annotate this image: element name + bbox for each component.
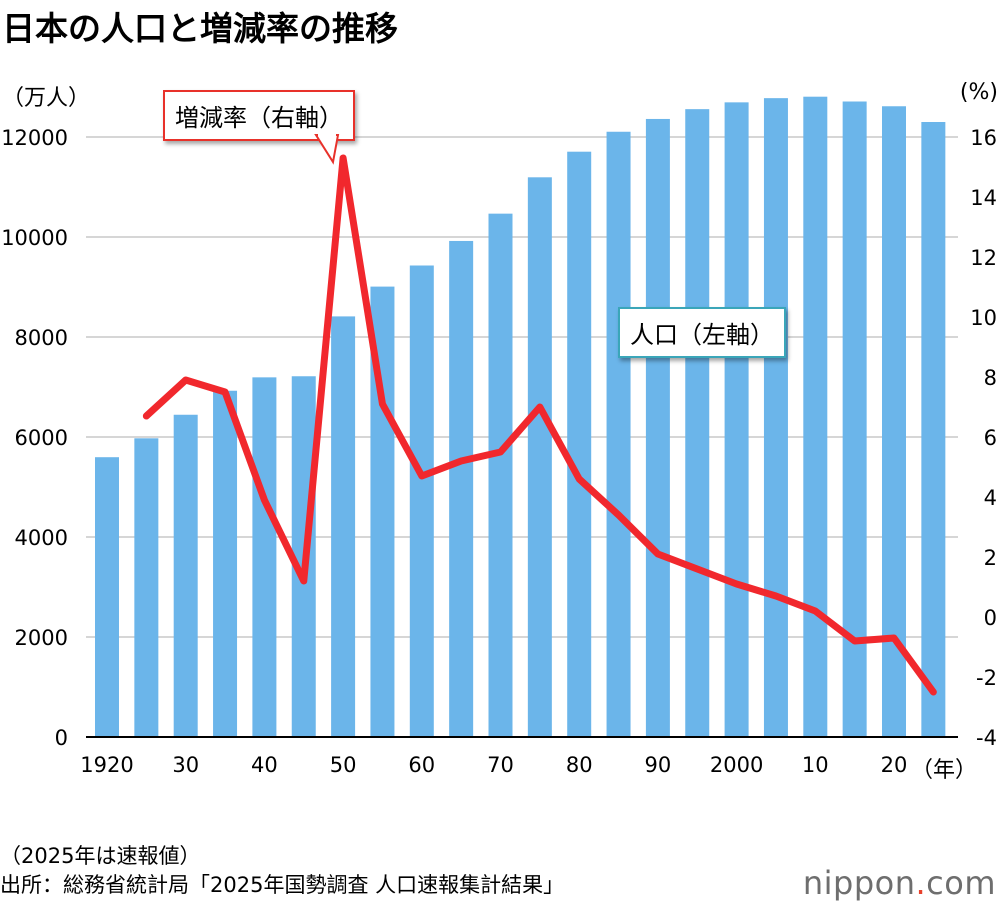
right-tick-label: 2 bbox=[984, 546, 997, 570]
x-tick-label: 40 bbox=[251, 753, 278, 777]
right-tick-label: -4 bbox=[976, 726, 997, 750]
chart-title: 日本の人口と増減率の推移 bbox=[2, 9, 398, 48]
x-tick-label: 30 bbox=[172, 753, 199, 777]
population-bar bbox=[449, 240, 474, 737]
x-tick-label: 20 bbox=[881, 753, 908, 777]
x-tick-label: 80 bbox=[566, 753, 593, 777]
population-bar bbox=[134, 438, 159, 737]
x-tick-label: 10 bbox=[802, 753, 829, 777]
population-callout: 人口（左軸） bbox=[618, 307, 786, 358]
x-tick-label: 60 bbox=[408, 753, 435, 777]
right-tick-label: 14 bbox=[970, 186, 997, 210]
x-tick-label: 2000 bbox=[710, 753, 763, 777]
population-bar bbox=[803, 96, 828, 737]
right-tick-label: 16 bbox=[970, 126, 997, 150]
right-tick-label: 0 bbox=[984, 606, 997, 630]
population-bar bbox=[331, 316, 356, 737]
population-bar bbox=[567, 151, 592, 737]
population-bar bbox=[213, 390, 238, 737]
right-tick-label: 4 bbox=[984, 486, 997, 510]
x-tick-label: 70 bbox=[487, 753, 514, 777]
left-tick-label: 6000 bbox=[15, 426, 68, 450]
population-bar bbox=[763, 98, 788, 737]
population-bar bbox=[606, 131, 631, 737]
population-bars bbox=[95, 96, 946, 738]
left-tick-label: 2000 bbox=[15, 626, 68, 650]
left-axis-unit: （万人） bbox=[2, 86, 91, 111]
footnote: （2025年は速報値） bbox=[0, 844, 201, 868]
population-bar bbox=[685, 109, 710, 737]
growth-rate-line bbox=[142, 154, 937, 696]
population-bar bbox=[527, 177, 552, 738]
left-tick-label: 12000 bbox=[1, 126, 68, 150]
population-bar bbox=[488, 213, 513, 737]
right-tick-label: 10 bbox=[970, 306, 997, 330]
right-tick-label: 8 bbox=[984, 366, 997, 390]
x-tick-label: 90 bbox=[645, 753, 672, 777]
brand-dot: . bbox=[915, 864, 927, 902]
growth-rate-callout: 増減率（右軸） bbox=[163, 90, 355, 141]
population-bar bbox=[95, 457, 119, 737]
population-bar bbox=[173, 414, 198, 737]
population-bar bbox=[921, 122, 946, 737]
left-tick-label: 4000 bbox=[15, 526, 68, 550]
x-tick-label: 50 bbox=[330, 753, 357, 777]
left-tick-label: 0 bbox=[55, 726, 68, 750]
population-bar bbox=[882, 106, 906, 737]
brand-name: nippon bbox=[802, 864, 916, 902]
population-bar bbox=[409, 265, 434, 737]
population-bar bbox=[645, 118, 670, 737]
axes: 0 2000 4000 6000 8000 10000 12000 -4 -2 0 2 4 6 8 10 12… bbox=[1, 126, 997, 777]
source-text: 出所：総務省統計局「2025年国勢調査 人口速報集計結果」 bbox=[0, 873, 565, 897]
right-tick-label: 12 bbox=[970, 246, 997, 270]
x-axis-unit: （年） bbox=[911, 758, 978, 783]
right-tick-label: -2 bbox=[976, 666, 997, 690]
x-tick-label: 1920 bbox=[80, 753, 133, 777]
left-tick-label: 8000 bbox=[15, 326, 68, 350]
brand-logo: nippon.com bbox=[803, 864, 996, 902]
population-bar bbox=[252, 377, 277, 737]
right-tick-label: 6 bbox=[984, 426, 997, 450]
left-tick-label: 10000 bbox=[1, 226, 68, 250]
population-bar bbox=[724, 102, 749, 738]
right-axis-unit: (%) bbox=[959, 80, 998, 105]
brand-suffix: com bbox=[926, 864, 996, 902]
